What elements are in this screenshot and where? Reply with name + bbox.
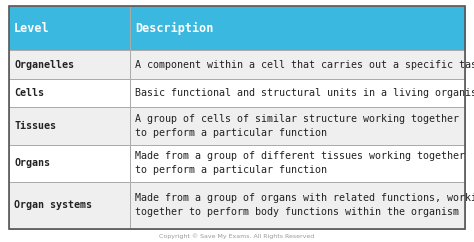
Text: A component within a cell that carries out a specific task: A component within a cell that carries o… — [135, 60, 474, 70]
Text: Made from a group of different tissues working together
to perform a particular : Made from a group of different tissues w… — [135, 151, 465, 175]
Text: Level: Level — [14, 22, 50, 35]
Bar — [9, 144, 129, 182]
Text: Organelles: Organelles — [14, 60, 74, 70]
Text: Basic functional and structural units in a living organism: Basic functional and structural units in… — [135, 88, 474, 98]
Text: Description: Description — [135, 22, 214, 35]
Bar — [9, 79, 129, 107]
Bar — [129, 50, 465, 79]
Text: Organ systems: Organ systems — [14, 200, 92, 210]
Bar — [9, 50, 129, 79]
Text: Made from a group of organs with related functions, working
together to perform : Made from a group of organs with related… — [135, 193, 474, 217]
Text: Tissues: Tissues — [14, 121, 56, 131]
Bar — [129, 6, 465, 50]
Bar — [9, 6, 129, 50]
Text: Cells: Cells — [14, 88, 44, 98]
Bar — [9, 6, 129, 50]
Text: A group of cells of similar structure working together
to perform a particular f: A group of cells of similar structure wo… — [135, 114, 459, 138]
Bar — [129, 79, 465, 107]
Bar — [129, 144, 465, 182]
Bar — [9, 182, 129, 229]
Text: Organs: Organs — [14, 158, 50, 168]
Bar — [129, 107, 465, 144]
Bar — [9, 107, 129, 144]
Bar — [129, 6, 465, 50]
Text: Copyright © Save My Exams. All Rights Reserved: Copyright © Save My Exams. All Rights Re… — [159, 234, 315, 239]
Bar — [129, 182, 465, 229]
